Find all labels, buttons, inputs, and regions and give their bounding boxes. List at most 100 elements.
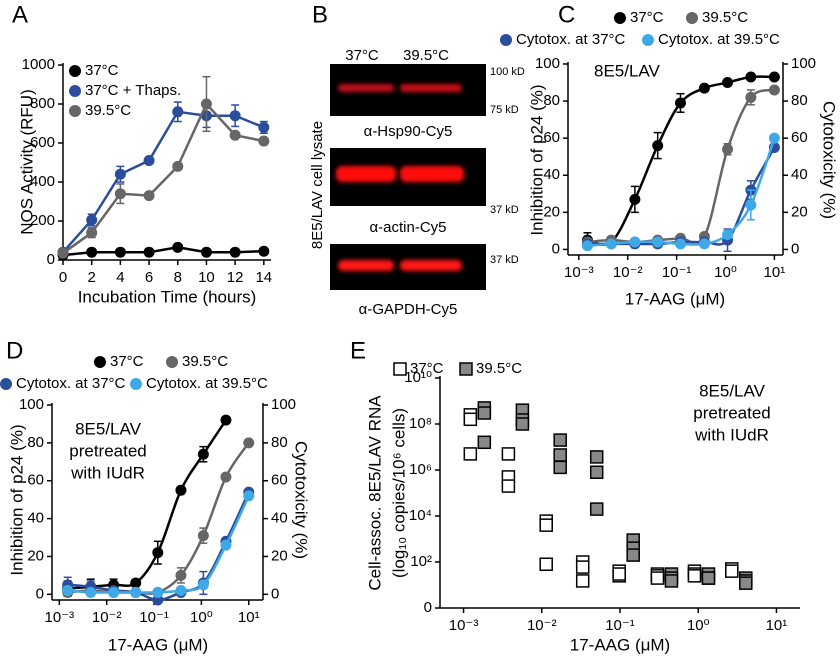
data-point [581, 240, 593, 252]
y-tick-label: 0 [424, 599, 432, 616]
legend-label: 37°C + Thaps. [85, 82, 181, 99]
data-point [745, 91, 757, 103]
x-tick-label: 10⁻¹ [605, 617, 635, 634]
y2-axis-title: Cytotoxicity (%) [292, 441, 311, 559]
x-axis-title: Incubation Time (hours) [78, 287, 257, 306]
data-point [722, 143, 734, 155]
data-point [175, 569, 187, 581]
data-point [652, 236, 664, 248]
x-tick-label: 12 [227, 269, 244, 286]
data-point [553, 460, 567, 475]
legend-marker [166, 356, 178, 368]
y-axis-title: NOS Activity (RFU) [17, 89, 36, 234]
data-point [553, 448, 567, 462]
y2-tick-label: 100 [791, 55, 816, 72]
band [336, 166, 396, 182]
data-point [463, 412, 478, 427]
y-tick-label: 0 [552, 240, 560, 257]
data-point [114, 188, 126, 200]
data-point [172, 241, 184, 253]
legend-label: Cytotox. at 37°C [16, 375, 126, 392]
data-point [701, 571, 716, 585]
x-tick-label: 10⁻³ [45, 609, 75, 626]
fit-curve [587, 88, 775, 245]
y2-tick-label: 0 [791, 240, 799, 257]
x-tick-label: 10⁰ [687, 617, 710, 634]
data-point [463, 447, 478, 461]
legend-marker [69, 85, 81, 97]
x-axis-title: 17-AAG (μM) [108, 635, 208, 654]
data-point [652, 140, 664, 152]
data-point [243, 490, 255, 502]
band [400, 260, 462, 271]
y-tick-label: 10¹⁰ [404, 369, 432, 386]
legend-label: 37°C [85, 62, 119, 79]
legend-label: Cytotox. at 39.5°C [146, 375, 268, 392]
annotation: with IUdR [70, 463, 145, 482]
data-point [589, 502, 604, 516]
panel-letter: A [12, 1, 28, 28]
y2-tick-label: 60 [271, 472, 288, 489]
y-tick-label: 200 [30, 212, 55, 229]
x-tick-label: 6 [145, 269, 153, 286]
legend-label: 39.5°C [182, 353, 228, 370]
x-tick-label: 10⁰ [714, 264, 737, 281]
data-point [114, 168, 126, 180]
data-point [768, 132, 780, 144]
data-point [745, 71, 757, 83]
y-tick-label: 60 [27, 472, 44, 489]
x-tick-label: 10⁻¹ [662, 264, 692, 281]
column-label: 37°C [345, 47, 379, 64]
blot-label: α-actin-Cy5 [369, 219, 446, 236]
band [400, 166, 464, 182]
data-point [768, 71, 780, 83]
y-axis-title: Inhibition of p24 (%) [527, 84, 546, 235]
x-tick-label: 14 [255, 269, 272, 286]
y-tick-label: 800 [30, 95, 55, 112]
band [400, 84, 462, 92]
data-point [220, 414, 232, 426]
data-point [152, 594, 164, 606]
marker-label: 37 kD [490, 254, 519, 266]
data-point [175, 585, 187, 597]
data-point [258, 135, 270, 147]
annotation: pretreated [693, 403, 771, 422]
x-tick-label: 0 [59, 269, 67, 286]
data-point [108, 586, 120, 598]
data-point [229, 129, 241, 141]
marker-label: 75 kD [490, 104, 519, 116]
data-point [687, 569, 702, 583]
marker-label: 37 kD [490, 204, 519, 216]
band [338, 260, 394, 271]
legend-marker [393, 362, 407, 376]
series-line [62, 101, 265, 255]
data-point [589, 465, 604, 479]
y2-tick-label: 60 [791, 129, 808, 146]
y-tick-label: 10⁴ [409, 507, 432, 524]
column-label: 39.5°C [403, 47, 449, 64]
legend-label: 37°C [410, 360, 444, 377]
data-point [674, 97, 686, 109]
x-tick-label: 10⁻² [527, 617, 557, 634]
data-point [575, 560, 590, 574]
data-point [175, 484, 187, 496]
y-tick-label: 60 [543, 129, 560, 146]
data-point [220, 471, 232, 483]
x-tick-label: 10⁰ [190, 609, 213, 626]
data-point [501, 479, 516, 493]
blot-panel: B 37°C 39.5°C 8E5/LAV cell lysate 100 kD… [309, 1, 525, 318]
data-point [229, 246, 241, 258]
data-point [553, 433, 567, 447]
y2-tick-label: 0 [271, 585, 279, 602]
y-axis-title: (log₁₀ copies/10⁶ cells) [389, 408, 408, 578]
data-point [130, 586, 142, 598]
y-tick-label: 10⁶ [409, 461, 432, 478]
data-point [130, 577, 142, 589]
data-point [664, 574, 679, 588]
data-point [143, 246, 155, 258]
x-tick-label: 10⁻² [613, 264, 643, 281]
data-point [768, 84, 780, 96]
annotation: pretreated [69, 441, 147, 460]
legend-marker [500, 34, 512, 46]
legend-marker [0, 378, 12, 390]
